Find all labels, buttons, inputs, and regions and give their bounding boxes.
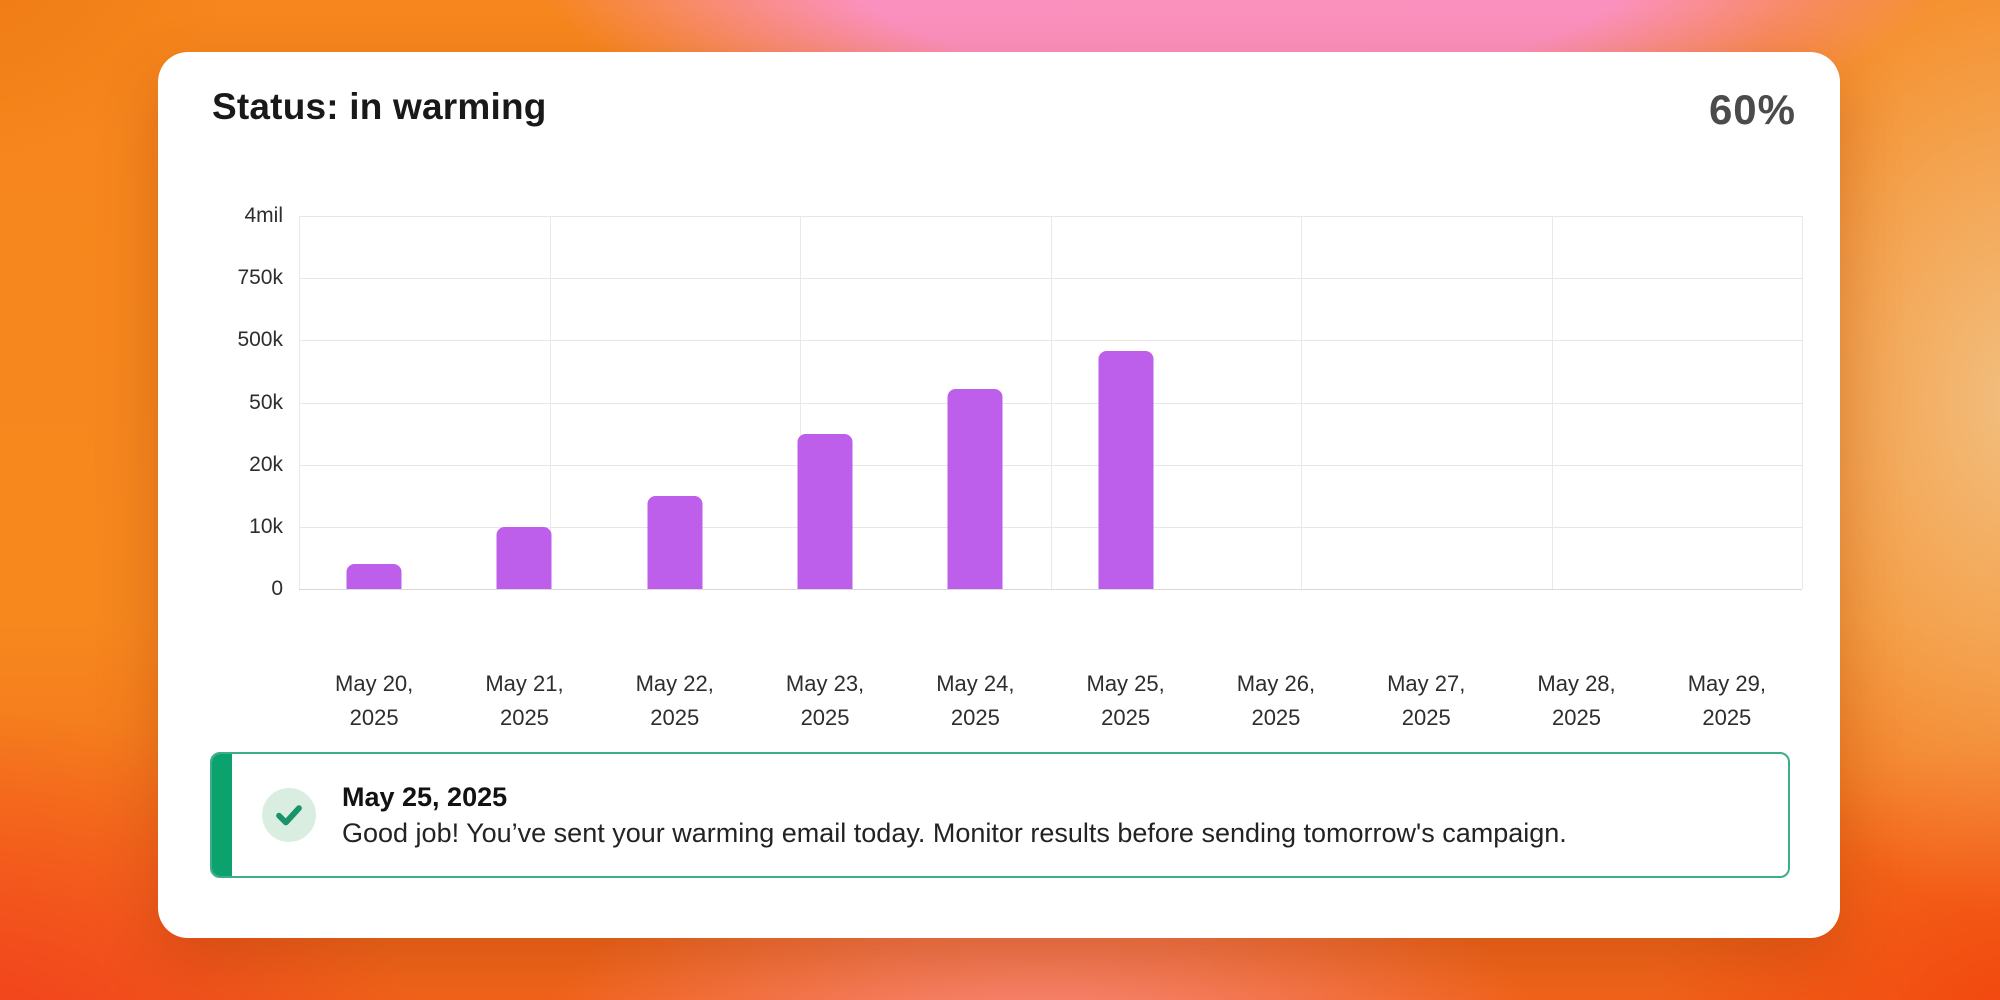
gridline-vertical — [1050, 216, 1052, 589]
gridline-vertical — [1551, 216, 1553, 589]
y-tick-label: 20k — [249, 452, 283, 476]
warming-status-card: Status: in warming 60% 4mil 750k 500k 50k 20… — [158, 52, 1840, 938]
gridline-vertical — [299, 216, 300, 589]
gridline-horizontal — [299, 589, 1802, 590]
gridline-vertical — [1802, 216, 1803, 589]
x-tick-label: May 28, 2025 — [1537, 671, 1616, 730]
y-axis-labels: 4mil 750k 500k 50k 20k 10k 0 — [158, 204, 283, 600]
x-axis-labels: May 20, 2025 May 21, 2025 May 22, 2025 May 23,… — [299, 667, 1802, 735]
bar-may-24-2025 — [947, 389, 1003, 589]
y-tick-label: 0 — [271, 577, 283, 600]
x-tick-label: May 25, 2025 — [1086, 671, 1165, 730]
bar-may-21-2025 — [496, 527, 552, 589]
alert-date: May 25, 2025 — [342, 781, 508, 812]
bar-may-23-2025 — [797, 434, 853, 589]
bar-may-25-2025 — [1098, 351, 1154, 589]
progress-percentage: 60% — [1708, 86, 1796, 133]
x-tick-label: May 29, 2025 — [1687, 671, 1766, 730]
page-title: Status: in warming — [212, 86, 547, 127]
y-tick-label: 4mil — [244, 204, 283, 227]
warming-bar-chart: 4mil 750k 500k 50k 20k 10k 0 May 20, 2025 May 21… — [158, 52, 1840, 938]
x-tick-label: May 24, 2025 — [936, 671, 1015, 730]
y-tick-label: 10k — [249, 514, 283, 538]
x-tick-label: May 20, 2025 — [335, 671, 414, 730]
x-tick-label: May 23, 2025 — [785, 671, 865, 730]
check-icon — [262, 788, 316, 842]
bar-may-20-2025 — [346, 564, 402, 589]
y-tick-label: 500k — [237, 328, 283, 352]
x-tick-label: May 26, 2025 — [1236, 671, 1316, 730]
x-tick-label: May 21, 2025 — [485, 671, 564, 730]
gridline-vertical — [549, 216, 551, 589]
success-alert: May 25, 2025 Good job! You’ve sent your … — [210, 752, 1790, 878]
x-tick-label: May 27, 2025 — [1387, 671, 1466, 730]
alert-accent-bar — [212, 754, 232, 876]
alert-message: Good job! You’ve sent your warming email… — [342, 817, 1567, 848]
gridline-vertical — [800, 216, 801, 589]
gridline-vertical — [1301, 216, 1302, 589]
card-header: Status: in warming 60% — [212, 86, 1796, 134]
x-tick-label: May 22, 2025 — [635, 671, 714, 730]
plot-area — [299, 216, 1803, 590]
y-tick-label: 50k — [249, 390, 283, 414]
alert-text-block: May 25, 2025 Good job! You’ve sent your … — [342, 779, 1567, 852]
y-tick-label: 750k — [237, 266, 283, 290]
bar-may-22-2025 — [647, 496, 703, 589]
